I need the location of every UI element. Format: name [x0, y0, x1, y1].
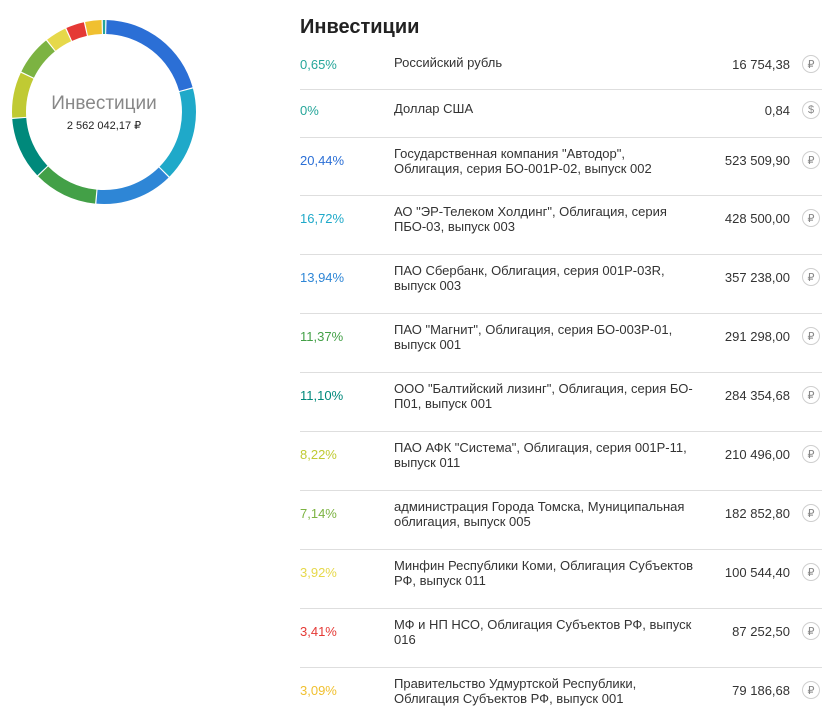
amount: 291 298,00: [724, 329, 790, 344]
amount: 428 500,00: [724, 211, 790, 226]
share-percent: 16,72%: [300, 211, 345, 226]
ruble-icon: ₽: [802, 563, 820, 581]
panel-title: Инвестиции: [300, 16, 420, 38]
share-percent: 20,44%: [300, 153, 345, 168]
share-percent: 11,10%: [300, 388, 344, 403]
instrument-name: ПАО АФК "Система", Облигация, серия 001Р…: [394, 440, 687, 470]
ruble-icon: ₽: [802, 55, 820, 73]
instrument-name: Минфин Республики Коми, Облигация Субъек…: [394, 558, 694, 588]
donut-slice[interactable]: [106, 20, 193, 92]
ruble-icon: ₽: [802, 681, 820, 699]
amount: 16 754,38: [732, 57, 790, 72]
donut-slice[interactable]: [96, 167, 169, 204]
list-item[interactable]: 20,44% Государственная компания "Автодор"…: [300, 138, 822, 196]
amount: 87 252,50: [732, 624, 790, 639]
instrument-name: Российский рубль: [394, 55, 503, 70]
instrument-name: администрация Города Томска, Муниципальн…: [394, 499, 685, 529]
amount: 523 509,90: [724, 153, 790, 168]
instrument-name: АО "ЭР-Телеком Холдинг", Облигация, сери…: [394, 204, 667, 234]
ruble-icon: ₽: [802, 151, 820, 169]
donut-slice[interactable]: [21, 40, 55, 78]
instrument-name: Государственная компания "Автодор", Обли…: [394, 146, 652, 176]
instrument-name: МФ и НП НСО, Облигация Субъектов РФ, вып…: [394, 617, 692, 647]
list-item[interactable]: 13,94% ПАО Сбербанк, Облигация, серия 001…: [300, 255, 822, 314]
donut-slice[interactable]: [12, 72, 34, 118]
list-item[interactable]: 0,65% Российский рубль 16 754,38 ₽: [300, 44, 822, 90]
ruble-icon: ₽: [802, 622, 820, 640]
ruble-icon: ₽: [802, 209, 820, 227]
instrument-name: ООО "Балтийский лизинг", Облигация, сери…: [394, 381, 693, 411]
share-percent: 11,37%: [300, 329, 344, 344]
donut-total: 2 562 042,17 ₽: [66, 120, 142, 132]
donut-slice[interactable]: [102, 19, 106, 35]
share-percent: 3,41%: [300, 624, 337, 639]
share-percent: 7,14%: [300, 506, 337, 521]
donut-title: Инвестиции: [51, 93, 157, 114]
portfolio-donut-chart: Инвестиции 2 562 042,17 ₽: [8, 16, 200, 208]
share-percent: 13,94%: [300, 270, 345, 285]
donut-slice[interactable]: [85, 20, 102, 36]
instrument-name: ПАО "Магнит", Облигация, серия БО-003Р-0…: [394, 322, 673, 352]
share-percent: 8,22%: [300, 447, 337, 462]
ruble-icon: ₽: [802, 268, 820, 286]
dollar-icon: $: [802, 101, 820, 119]
list-item[interactable]: 3,41% МФ и НП НСО, Облигация Субъектов РФ…: [300, 609, 822, 668]
share-percent: 0%: [300, 103, 319, 118]
instrument-name: Доллар США: [394, 101, 474, 116]
amount: 182 852,80: [724, 506, 790, 521]
list-item[interactable]: 16,72% АО "ЭР-Телеком Холдинг", Облигация…: [300, 196, 822, 255]
share-percent: 3,09%: [300, 683, 337, 698]
list-item[interactable]: 11,10% ООО "Балтийский лизинг", Облигация…: [300, 373, 822, 432]
list-item[interactable]: 0% Доллар США 0,84 $: [300, 90, 822, 138]
donut-center: Инвестиции 2 562 042,17 ₽: [8, 16, 200, 208]
list-item[interactable]: 3,09% Правительство Удмуртской Республики…: [300, 668, 822, 728]
amount: 210 496,00: [724, 447, 790, 462]
donut-svg: [12, 19, 196, 204]
list-item[interactable]: 8,22% ПАО АФК "Система", Облигация, серия…: [300, 432, 822, 491]
donut-slice[interactable]: [12, 117, 48, 176]
amount: 100 544,40: [724, 565, 790, 580]
instrument-name: ПАО Сбербанк, Облигация, серия 001Р-03R,…: [394, 263, 665, 293]
donut-slice[interactable]: [47, 28, 72, 51]
list-item[interactable]: 7,14% администрация Города Томска, Муници…: [300, 491, 822, 550]
amount: 284 354,68: [724, 388, 790, 403]
ruble-icon: ₽: [802, 327, 820, 345]
list-item[interactable]: 11,37% ПАО "Магнит", Облигация, серия БО-…: [300, 314, 822, 373]
donut-slice[interactable]: [66, 22, 87, 41]
ruble-icon: ₽: [802, 445, 820, 463]
amount: 79 186,68: [732, 683, 790, 698]
donut-slice[interactable]: [159, 88, 196, 177]
donut-slice[interactable]: [38, 166, 97, 204]
instrument-name: Правительство Удмуртской Республики, Обл…: [394, 676, 637, 706]
ruble-icon: ₽: [802, 504, 820, 522]
amount: 0,84: [764, 103, 790, 118]
share-percent: 3,92%: [300, 565, 337, 580]
amount: 357 238,00: [724, 270, 790, 285]
list-item[interactable]: 3,92% Минфин Республики Коми, Облигация С…: [300, 550, 822, 609]
ruble-icon: ₽: [802, 386, 820, 404]
share-percent: 0,65%: [300, 57, 337, 72]
